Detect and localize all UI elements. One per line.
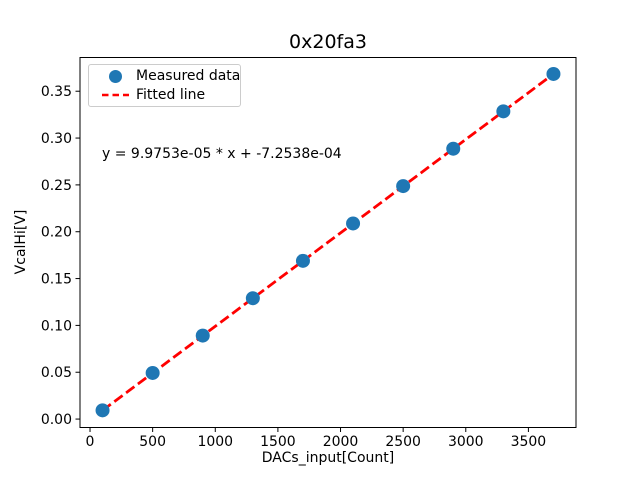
data-point bbox=[546, 66, 561, 81]
x-tick-label: 3500 bbox=[511, 434, 547, 450]
legend-item-fitted-line: Fitted line bbox=[89, 86, 240, 105]
legend-item-measured-data: Measured data bbox=[89, 67, 240, 86]
data-point bbox=[346, 216, 361, 231]
x-tick-label: 0 bbox=[86, 434, 95, 450]
y-axis-label: VcalHi[V] bbox=[13, 209, 29, 275]
legend-label-fitted-line: Fitted line bbox=[136, 86, 206, 103]
x-tick-label: 3000 bbox=[448, 434, 484, 450]
axes-border bbox=[79, 57, 577, 428]
x-tick-label: 1500 bbox=[260, 434, 296, 450]
legend-label-measured-data: Measured data bbox=[136, 68, 241, 85]
x-tick-label: 1000 bbox=[197, 434, 233, 450]
chart-title: 0x20fa3 bbox=[289, 31, 367, 53]
data-point bbox=[245, 291, 260, 306]
fit-equation-annotation: y = 9.9753e-05 * x + -7.2538e-04 bbox=[102, 146, 342, 162]
data-point bbox=[446, 141, 461, 156]
y-tick-label: 0.10 bbox=[41, 318, 72, 334]
data-point bbox=[396, 179, 411, 194]
data-point bbox=[295, 253, 310, 268]
y-tick-label: 0.05 bbox=[41, 365, 72, 381]
legend-icon-box bbox=[102, 69, 129, 83]
y-tick-label: 0.25 bbox=[41, 178, 72, 194]
data-point bbox=[195, 328, 210, 343]
x-axis-label: DACs_input[Count] bbox=[261, 450, 395, 466]
y-tick-label: 0.00 bbox=[41, 412, 72, 428]
y-tick-label: 0.15 bbox=[41, 272, 72, 288]
data-point bbox=[145, 365, 160, 380]
data-point bbox=[95, 403, 110, 418]
y-tick-label: 0.30 bbox=[41, 131, 72, 147]
dashed-line-icon bbox=[102, 93, 129, 97]
legend-icon-box bbox=[102, 93, 129, 97]
x-tick-label: 500 bbox=[139, 434, 166, 450]
fitted-line bbox=[101, 72, 555, 412]
circle-marker-icon bbox=[109, 69, 122, 83]
y-tick-label: 0.20 bbox=[41, 225, 72, 241]
x-tick-label: 2000 bbox=[323, 434, 359, 450]
x-tick-label: 2500 bbox=[385, 434, 421, 450]
y-tick-label: 0.35 bbox=[41, 84, 72, 100]
legend: Measured data Fitted line bbox=[88, 64, 241, 107]
data-point bbox=[496, 104, 511, 119]
